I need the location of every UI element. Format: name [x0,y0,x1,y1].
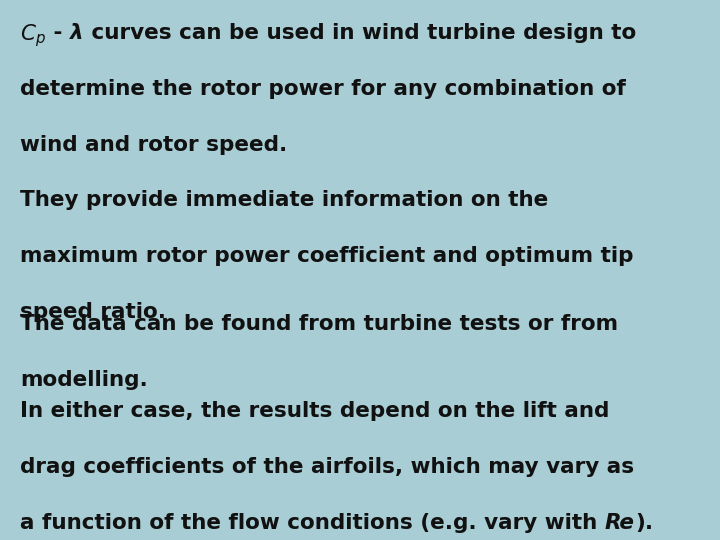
Text: a function of the flow conditions (e.g. vary with: a function of the flow conditions (e.g. … [20,513,605,533]
Text: In either case, the results depend on the lift and: In either case, the results depend on th… [20,401,610,421]
Text: curves can be used in wind turbine design to: curves can be used in wind turbine desig… [84,23,636,43]
Text: $C_p$: $C_p$ [20,23,46,50]
Text: λ: λ [70,23,84,43]
Text: maximum rotor power coefficient and optimum tip: maximum rotor power coefficient and opti… [20,246,634,266]
Text: The data can be found from turbine tests or from: The data can be found from turbine tests… [20,314,618,334]
Text: -: - [46,23,70,43]
Text: drag coefficients of the airfoils, which may vary as: drag coefficients of the airfoils, which… [20,457,634,477]
Text: They provide immediate information on the: They provide immediate information on th… [20,190,549,210]
Text: determine the rotor power for any combination of: determine the rotor power for any combin… [20,79,626,99]
Text: Re: Re [605,513,635,533]
Text: speed ratio.: speed ratio. [20,302,166,322]
Text: modelling.: modelling. [20,370,148,390]
Text: ).: ). [635,513,653,533]
Text: wind and rotor speed.: wind and rotor speed. [20,135,287,155]
